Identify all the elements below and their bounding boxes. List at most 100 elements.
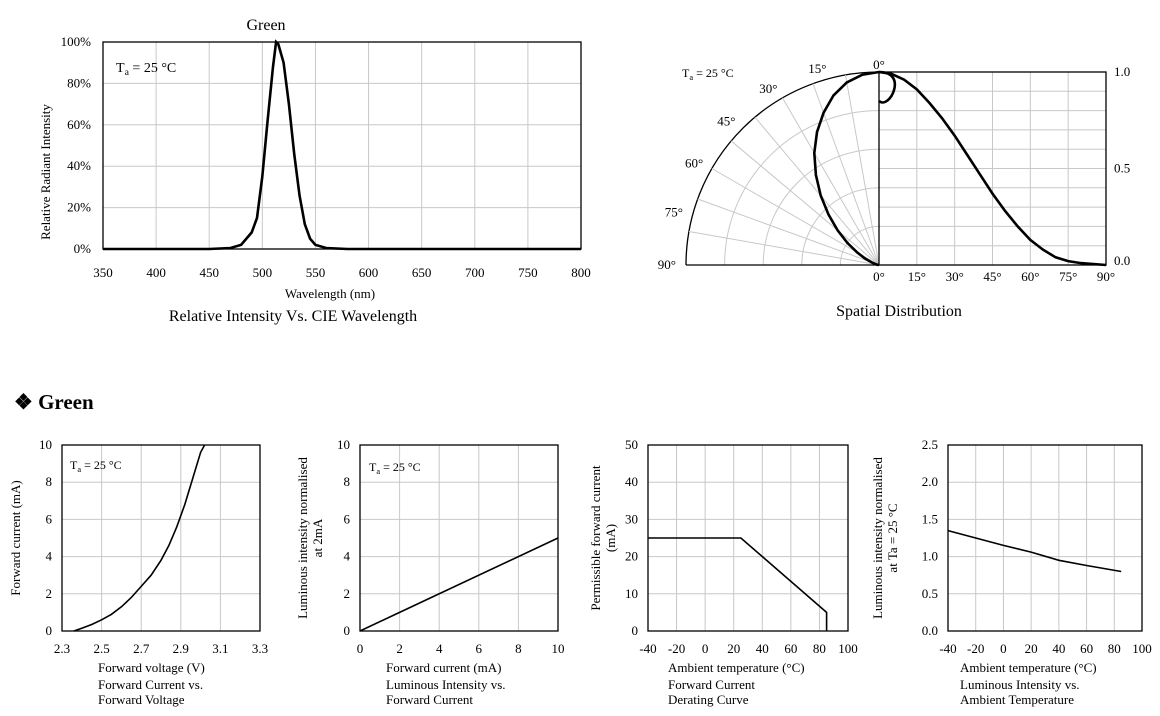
spectrum-xtick-label: 600 <box>359 265 379 280</box>
spatial-ytick-label: 0.0 <box>1114 253 1130 268</box>
lumcurrent-xtick-label: 2 <box>396 641 403 656</box>
lumcurrent-title: Luminous Intensity vs. Forward Current <box>386 677 506 707</box>
spectrum-ytick-label: 100% <box>61 34 92 49</box>
iv-annotation: Ta = 25 °C <box>70 458 122 474</box>
lumtemp-xtick-label: 80 <box>1108 641 1121 656</box>
iv-title: Forward Current vs. Forward Voltage <box>98 677 203 707</box>
spatial-angle-label: 45° <box>717 113 735 128</box>
derating-chart: -40 -20 0 20 40 60 80 100 0 10 20 30 40 50 <box>625 437 858 656</box>
derating-xtick-label: 20 <box>727 641 740 656</box>
lumtemp-xtick-label: -40 <box>939 641 956 656</box>
derating-xtick-label: -40 <box>639 641 656 656</box>
iv-ytick-label: 2 <box>46 586 53 601</box>
spatial-polar-arc <box>724 110 880 266</box>
lumtemp-xtick-label: -20 <box>967 641 984 656</box>
diamond-bullet-icon: ❖ <box>14 390 33 414</box>
derating-xtick-label: 60 <box>784 641 797 656</box>
spectrum-xtick-label: 700 <box>465 265 485 280</box>
spatial-xtick-label: 15° <box>908 269 926 284</box>
spatial-polar-arc <box>685 71 880 266</box>
derating-ylabel: Permissible forward current(mA) <box>588 465 618 611</box>
spectrum-series-label: Green <box>246 17 285 34</box>
lumtemp-xtick-label: 100 <box>1132 641 1152 656</box>
derating-xtick-label: 0 <box>702 641 709 656</box>
lumcurrent-annotation: Ta = 25 °C <box>369 460 421 476</box>
lumcurrent-series-line <box>359 537 559 632</box>
spatial-radial-line <box>711 168 880 266</box>
derating-title: Forward Current Derating Curve <box>668 677 755 707</box>
iv-ytick-label: 10 <box>39 437 52 452</box>
lumtemp-xlabel: Ambient temperature (°C) <box>960 660 1097 675</box>
lumcurrent-ytick-label: 6 <box>344 511 351 526</box>
spatial-ytick-label: 0.5 <box>1114 161 1130 176</box>
iv-xtick-label: 2.9 <box>173 641 189 656</box>
lumcurrent-xtick-label: 8 <box>515 641 522 656</box>
lumcurrent-ytick-label: 10 <box>337 437 350 452</box>
lumtemp-chart: -40 -20 0 20 40 60 80 100 0.0 0.5 1.0 1.5 2.0 2.5 <box>922 437 1152 656</box>
spatial-angle-label: 0° <box>873 57 885 72</box>
iv-xtick-label: 2.3 <box>54 641 70 656</box>
spectrum-title: Relative Intensity Vs. CIE Wavelength <box>169 308 417 325</box>
lumcurrent-ytick-label: 0 <box>344 623 351 638</box>
lumtemp-ylabel: Luminous intensity normalisedat Ta = 25 … <box>870 457 900 619</box>
spectrum-xtick-label: 650 <box>412 265 432 280</box>
iv-ytick-label: 6 <box>46 511 53 526</box>
spectrum-series-line <box>103 39 581 251</box>
spatial-polar-lobe <box>812 70 897 267</box>
spatial-annotation: Ta = 25 °C <box>682 66 734 82</box>
derating-xtick-label: 40 <box>756 641 769 656</box>
spectrum-xlabel: Wavelength (nm) <box>285 286 375 301</box>
derating-xtick-label: 100 <box>838 641 858 656</box>
spatial-polar-arc <box>801 187 880 266</box>
spectrum-xtick-label: 550 <box>306 265 326 280</box>
spatial-xtick-label: 90° <box>1097 269 1115 284</box>
spatial-xtick-label: 0° <box>873 269 885 284</box>
iv-series-line <box>73 444 206 632</box>
lumtemp-frame <box>947 444 1143 632</box>
spatial-radial-line <box>688 230 880 266</box>
iv-frame <box>61 444 261 632</box>
spatial-frame <box>878 71 1107 266</box>
lumcurrent-chart: 0 2 4 6 8 10 0 2 4 6 8 10 <box>337 437 565 656</box>
spectrum-xtick-label: 800 <box>571 265 591 280</box>
spatial-angle-label: 90° <box>658 257 676 272</box>
spatial-polar-arc <box>762 148 880 266</box>
spectrum-ytick-label: 80% <box>67 75 91 90</box>
lumtemp-ytick-label: 0.5 <box>922 586 938 601</box>
spectrum-chart: 350 400 450 500 550 600 650 700 750 800 0% 20% 40% 60… <box>61 34 591 280</box>
spatial-radial-line <box>754 116 880 266</box>
iv-chart: 2.3 2.5 2.7 2.9 3.1 3.3 0 2 4 6 8 10 <box>39 437 268 656</box>
spatial-xtick-label: 30° <box>946 269 964 284</box>
spatial-angle-label: 75° <box>665 204 683 219</box>
iv-ytick-label: 4 <box>46 549 53 564</box>
spatial-ytick-label: 1.0 <box>1114 64 1130 79</box>
spatial-title: Spatial Distribution <box>836 303 962 320</box>
lumcurrent-ytick-label: 2 <box>344 586 351 601</box>
iv-xtick-label: 2.7 <box>133 641 150 656</box>
lumcurrent-ylabel: Luminous intensity normalisedat 2mA <box>295 457 325 619</box>
lumtemp-ytick-label: 1.0 <box>922 549 938 564</box>
section-title: ❖ Green <box>14 390 94 415</box>
lumcurrent-ytick-label: 4 <box>344 549 351 564</box>
derating-xtick-label: 80 <box>813 641 826 656</box>
spectrum-xtick-label: 750 <box>518 265 538 280</box>
spectrum-xtick-label: 400 <box>146 265 166 280</box>
lumtemp-series-line <box>947 529 1122 573</box>
lumtemp-title: Luminous Intensity vs. Ambient Temperatur… <box>960 677 1080 707</box>
derating-ytick-label: 10 <box>625 586 638 601</box>
spectrum-ytick-label: 0% <box>74 241 92 256</box>
iv-xtick-label: 3.1 <box>212 641 228 656</box>
derating-ytick-label: 30 <box>625 511 638 526</box>
lumcurrent-xtick-label: 6 <box>476 641 483 656</box>
iv-xtick-label: 3.3 <box>252 641 268 656</box>
iv-ytick-label: 8 <box>46 474 53 489</box>
spatial-chart: 0° 15° 30° 45° 60° 75° 90° 0° 15° 30° 45° 60° 75° 90°… <box>658 57 1130 284</box>
spatial-series-line <box>878 70 1107 267</box>
spectrum-ylabel: Relative Radiant Intensity <box>38 104 53 240</box>
lumtemp-ytick-label: 1.5 <box>922 511 938 526</box>
lumtemp-ytick-label: 2.5 <box>922 437 938 452</box>
spectrum-ytick-label: 40% <box>67 158 91 173</box>
lumcurrent-xlabel: Forward current (mA) <box>386 660 502 675</box>
lumtemp-xtick-label: 40 <box>1052 641 1065 656</box>
